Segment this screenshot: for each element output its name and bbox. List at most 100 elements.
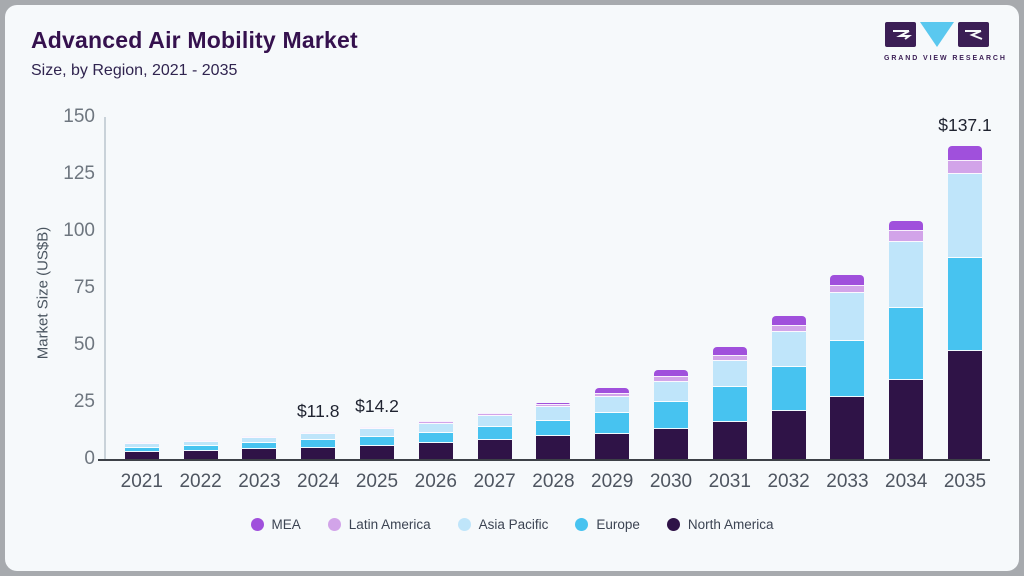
- bar-2029[interactable]: [595, 387, 630, 459]
- bar-2032[interactable]: [771, 316, 806, 459]
- bar-segment-north-america[interactable]: [712, 421, 747, 459]
- bar-segment-latin-america[interactable]: [830, 285, 865, 293]
- bar-segment-mea[interactable]: [889, 220, 924, 232]
- bar-segment-asia-pacific[interactable]: [477, 416, 512, 428]
- bar-segment-asia-pacific[interactable]: [183, 441, 218, 447]
- bar-segment-mea[interactable]: [771, 316, 806, 327]
- bar-segment-europe[interactable]: [183, 446, 218, 452]
- bar-segment-latin-america[interactable]: [477, 414, 512, 417]
- bar-segment-north-america[interactable]: [654, 429, 688, 459]
- bar-segment-europe[interactable]: [830, 341, 865, 398]
- bar-2027[interactable]: [477, 412, 512, 459]
- bar-segment-asia-pacific[interactable]: [889, 241, 924, 308]
- bar-segment-north-america[interactable]: [242, 449, 277, 459]
- bar-segment-north-america[interactable]: [183, 451, 218, 459]
- bar-segment-europe[interactable]: [889, 307, 924, 380]
- bar-segment-europe[interactable]: [301, 440, 336, 448]
- bar-segment-north-america[interactable]: [889, 379, 924, 459]
- bar-2031[interactable]: [712, 347, 747, 459]
- bar-segment-latin-america[interactable]: [124, 443, 159, 445]
- bar-segment-north-america[interactable]: [418, 443, 453, 459]
- bar-segment-europe[interactable]: [477, 427, 512, 441]
- value-annotation-2035: $137.1: [938, 115, 992, 136]
- bar-segment-north-america[interactable]: [830, 397, 865, 459]
- bar-2023[interactable]: [242, 436, 277, 459]
- bar-segment-latin-america[interactable]: [242, 437, 277, 439]
- bar-segment-mea[interactable]: [183, 439, 218, 441]
- bar-segment-europe[interactable]: [536, 420, 571, 437]
- bar-2024[interactable]: [301, 432, 336, 459]
- bar-segment-mea[interactable]: [418, 420, 453, 423]
- bar-segment-asia-pacific[interactable]: [536, 407, 571, 421]
- bar-segment-europe[interactable]: [654, 402, 688, 430]
- bar-segment-latin-america[interactable]: [948, 161, 982, 174]
- bar-segment-latin-america[interactable]: [889, 231, 924, 242]
- bar-segment-latin-america[interactable]: [418, 422, 453, 424]
- bar-segment-north-america[interactable]: [948, 351, 982, 459]
- bar-segment-latin-america[interactable]: [771, 326, 806, 333]
- bar-segment-north-america[interactable]: [301, 447, 336, 459]
- bar-segment-north-america[interactable]: [477, 440, 512, 459]
- bar-segment-asia-pacific[interactable]: [654, 381, 688, 403]
- bar-segment-latin-america[interactable]: [712, 355, 747, 362]
- bar-segment-europe[interactable]: [595, 412, 630, 435]
- bar-segment-asia-pacific[interactable]: [595, 397, 630, 413]
- legend-item-asia-pacific[interactable]: Asia Pacific: [457, 517, 548, 532]
- bar-segment-asia-pacific[interactable]: [301, 434, 336, 441]
- legend-item-mea[interactable]: MEA: [250, 517, 301, 532]
- bar-segment-europe[interactable]: [242, 443, 277, 450]
- bar-segment-latin-america[interactable]: [183, 440, 218, 442]
- bar-2035[interactable]: [948, 146, 982, 459]
- bar-2021[interactable]: [124, 442, 159, 459]
- bar-segment-europe[interactable]: [124, 447, 159, 453]
- x-tick-label: 2023: [238, 471, 281, 492]
- bar-segment-mea[interactable]: [948, 146, 982, 162]
- bar-segment-mea[interactable]: [301, 432, 336, 434]
- legend-swatch-icon: [575, 518, 589, 531]
- bar-segment-asia-pacific[interactable]: [124, 444, 159, 448]
- bar-segment-latin-america[interactable]: [536, 404, 571, 408]
- bar-segment-asia-pacific[interactable]: [712, 361, 747, 387]
- y-tick-label: 75: [73, 277, 95, 298]
- bar-segment-mea[interactable]: [242, 436, 277, 438]
- bar-segment-north-america[interactable]: [771, 410, 806, 459]
- bar-segment-asia-pacific[interactable]: [771, 332, 806, 368]
- bar-2022[interactable]: [183, 439, 218, 459]
- bar-segment-mea[interactable]: [595, 387, 630, 395]
- legend-item-europe[interactable]: Europe: [575, 517, 640, 532]
- bar-segment-mea[interactable]: [654, 369, 688, 378]
- bar-segment-asia-pacific[interactable]: [418, 423, 453, 433]
- bar-segment-mea[interactable]: [712, 347, 747, 356]
- bar-segment-mea[interactable]: [830, 275, 865, 286]
- bar-2025[interactable]: [360, 426, 394, 459]
- bar-segment-north-america[interactable]: [360, 445, 394, 459]
- bar-segment-asia-pacific[interactable]: [242, 438, 277, 444]
- bar-2028[interactable]: [536, 402, 571, 459]
- bar-segment-mea[interactable]: [477, 412, 512, 415]
- bar-2034[interactable]: [889, 220, 924, 459]
- bar-segment-europe[interactable]: [948, 258, 982, 352]
- bar-segment-asia-pacific[interactable]: [948, 173, 982, 259]
- bar-segment-asia-pacific[interactable]: [830, 292, 865, 342]
- bar-segment-latin-america[interactable]: [595, 394, 630, 398]
- legend-item-latin-america[interactable]: Latin America: [327, 517, 431, 532]
- page-title: Advanced Air Mobility Market: [31, 27, 358, 53]
- bar-2030[interactable]: [654, 369, 688, 459]
- bar-segment-europe[interactable]: [418, 432, 453, 444]
- bar-segment-mea[interactable]: [124, 442, 159, 444]
- bar-2026[interactable]: [418, 420, 453, 459]
- bar-segment-mea[interactable]: [360, 426, 394, 429]
- bar-segment-europe[interactable]: [712, 386, 747, 422]
- bar-2033[interactable]: [830, 275, 865, 459]
- bar-segment-europe[interactable]: [771, 367, 806, 411]
- bar-segment-latin-america[interactable]: [654, 377, 688, 382]
- bar-segment-mea[interactable]: [536, 402, 571, 405]
- bar-segment-asia-pacific[interactable]: [360, 429, 394, 437]
- bar-segment-north-america[interactable]: [595, 434, 630, 459]
- bar-segment-latin-america[interactable]: [360, 428, 394, 430]
- bar-segment-north-america[interactable]: [124, 452, 159, 459]
- legend-item-north-america[interactable]: North America: [666, 517, 773, 532]
- bar-segment-europe[interactable]: [360, 436, 394, 446]
- bar-segment-latin-america[interactable]: [301, 433, 336, 435]
- bar-segment-north-america[interactable]: [536, 436, 571, 459]
